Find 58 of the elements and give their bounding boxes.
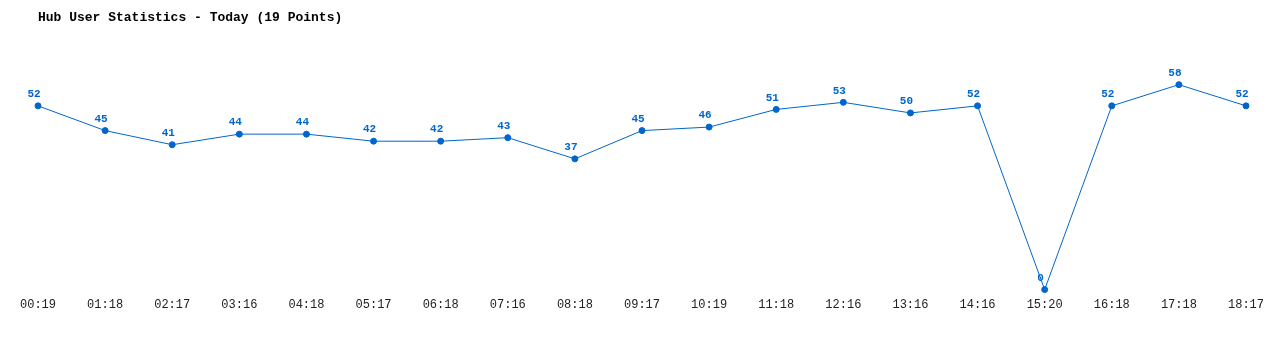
point	[1108, 102, 1116, 110]
x-tick-label: 13:16	[892, 297, 929, 312]
data-label: 37	[564, 141, 578, 154]
x-tick-label: 06:18	[422, 297, 459, 312]
point	[34, 102, 42, 110]
data-label: 52	[1235, 88, 1249, 101]
point	[1175, 81, 1183, 89]
x-tick-label: 05:17	[355, 297, 392, 312]
x-tick-label: 03:16	[221, 297, 258, 312]
x-tick-label: 15:20	[1026, 297, 1063, 312]
point	[638, 127, 646, 135]
point	[437, 137, 445, 145]
point	[235, 130, 243, 138]
data-label: 45	[94, 112, 109, 125]
x-tick-label: 00:19	[19, 297, 57, 312]
x-tick-label: 17:18	[1160, 297, 1197, 312]
point	[772, 105, 780, 113]
data-label: 44	[228, 116, 243, 129]
data-label: 53	[832, 84, 847, 97]
point	[370, 137, 378, 145]
x-tick-label: 04:18	[288, 297, 325, 312]
point	[1041, 286, 1049, 294]
point	[101, 127, 109, 135]
point	[705, 123, 713, 131]
data-label: 44	[295, 116, 310, 129]
data-label: 52	[27, 88, 41, 101]
data-label: 42	[362, 123, 377, 136]
data-label: 41	[161, 127, 176, 139]
x-tick-label: 16:18	[1093, 297, 1130, 312]
point	[302, 130, 310, 138]
data-label: 46	[698, 109, 712, 122]
data-label: 42	[430, 123, 444, 136]
data-label: 0	[1037, 271, 1044, 284]
x-tick-label: 18:17	[1227, 297, 1265, 312]
chart-title: Hub User Statistics - Today (19 Points)	[38, 10, 343, 26]
data-label: 45	[631, 112, 645, 125]
point	[571, 155, 579, 163]
x-tick-label: 10:19	[691, 297, 728, 312]
data-label: 52	[1101, 88, 1115, 101]
data-label: 51	[765, 91, 780, 104]
x-tick-label: 12:16	[825, 297, 862, 312]
data-label: 52	[966, 88, 981, 101]
x-tick-label: 07:16	[489, 297, 526, 312]
x-tick-label: 14:16	[959, 297, 996, 312]
point	[839, 98, 847, 106]
x-tick-label: 01:18	[87, 297, 124, 312]
point	[906, 109, 914, 117]
point	[504, 134, 512, 142]
x-tick-label: 11:18	[758, 297, 795, 312]
point	[168, 141, 176, 149]
data-label: 43	[497, 119, 511, 132]
data-label: 50	[899, 95, 914, 108]
x-tick-label: 02:17	[154, 297, 191, 312]
point	[1242, 102, 1250, 110]
x-tick-label: 08:18	[556, 297, 593, 312]
point	[974, 102, 982, 110]
data-label: 58	[1168, 66, 1182, 79]
x-tick-label: 09:17	[623, 297, 661, 312]
